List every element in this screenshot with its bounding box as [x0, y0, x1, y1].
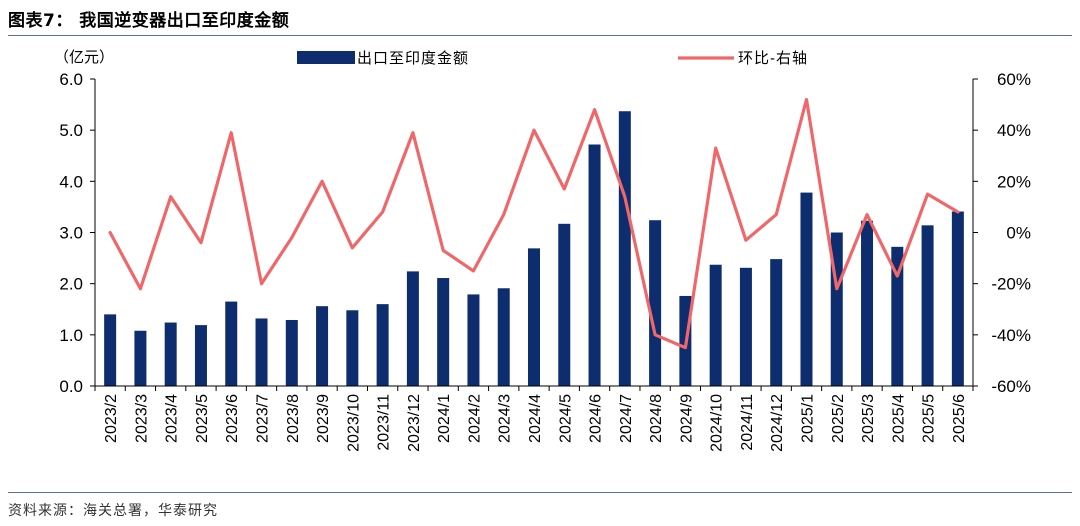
x-tick-label: 2024/11: [739, 394, 756, 451]
x-tick-label: 2023/5: [194, 394, 211, 443]
bar: [346, 310, 358, 386]
bar: [407, 271, 419, 386]
bar: [528, 248, 540, 386]
bar: [649, 220, 661, 386]
legend-label-bar: 出口至印度金额: [357, 50, 469, 67]
x-tick-label: 2025/2: [830, 394, 847, 443]
x-tick-label: 2023/6: [224, 394, 241, 443]
x-tick-label: 2024/3: [497, 394, 514, 443]
bar: [195, 325, 207, 386]
x-tick-label: 2023/3: [133, 394, 150, 443]
x-tick-label: 2023/8: [285, 394, 302, 443]
left-tick-label: 3.0: [59, 224, 83, 243]
bar: [952, 212, 964, 386]
right-tick-label: 20%: [997, 172, 1031, 191]
bar: [377, 304, 389, 386]
x-tick-label: 2024/1: [436, 394, 453, 443]
bar: [558, 224, 570, 386]
x-tick-label: 2025/1: [799, 394, 816, 443]
bar: [619, 111, 631, 386]
x-tick-label: 2024/12: [769, 394, 786, 452]
source-note: 资料来源：海关总署，华泰研究: [8, 500, 218, 520]
x-tick-label: 2024/5: [557, 394, 574, 443]
x-tick-label: 2024/10: [709, 394, 726, 452]
bar: [104, 314, 116, 386]
legend: 出口至印度金额 环比-右轴: [297, 50, 808, 67]
bar: [316, 306, 328, 386]
bar: [165, 323, 177, 386]
x-tick-label: 2024/6: [588, 394, 605, 443]
x-tick-label: 2024/8: [648, 394, 665, 443]
x-axis: 2023/2 2023/3 2023/4 2023/5 2023/6 2023/7 2023…: [95, 386, 973, 452]
left-axis-unit: （亿元）: [54, 49, 114, 66]
source-divider: [8, 492, 1072, 493]
left-tick-label: 5.0: [59, 121, 83, 140]
left-tick-label: 0.0: [59, 377, 83, 396]
bar: [256, 318, 268, 386]
x-tick-label: 2025/6: [951, 394, 968, 443]
right-tick-label: -60%: [991, 377, 1031, 396]
bar: [467, 294, 479, 386]
x-tick-label: 2023/2: [103, 394, 120, 443]
x-tick-label: 2023/4: [164, 394, 181, 443]
bar: [922, 225, 934, 386]
x-tick-label: 2023/7: [255, 394, 272, 443]
left-tick-label: 1.0: [59, 326, 83, 345]
chart-area: 出口至印度金额 环比-右轴 0.0 1.0 2.0 3.0 4.0 5.0 6.0 （亿元） -…: [0, 0, 1080, 526]
bar: [225, 302, 237, 386]
bar: [437, 278, 449, 386]
bar: [589, 144, 601, 386]
x-tick-label: 2023/11: [376, 394, 393, 451]
x-tick-label: 2024/9: [678, 394, 695, 443]
legend-swatch-bar: [297, 51, 355, 64]
x-tick-label: 2023/9: [315, 394, 332, 443]
right-axis: -60% -40% -20% 0% 20% 40% 60%: [973, 70, 1031, 396]
x-tick-label: 2025/3: [860, 394, 877, 443]
bar: [134, 331, 146, 386]
x-tick-label: 2023/10: [345, 394, 362, 452]
x-tick-label: 2024/7: [618, 394, 635, 443]
x-tick-label: 2025/4: [890, 394, 907, 443]
bar: [800, 193, 812, 386]
bar: [498, 288, 510, 386]
bar-series: [104, 111, 964, 386]
left-tick-label: 6.0: [59, 70, 83, 89]
x-tick-label: 2025/5: [921, 394, 938, 443]
right-tick-label: 0%: [1006, 224, 1031, 243]
bar: [710, 265, 722, 386]
right-tick-label: -40%: [991, 326, 1031, 345]
right-tick-label: 40%: [997, 121, 1031, 140]
left-tick-label: 2.0: [59, 275, 83, 294]
bar: [286, 320, 298, 386]
left-tick-label: 4.0: [59, 172, 83, 191]
x-tick-label: 2024/4: [527, 394, 544, 443]
bar: [740, 268, 752, 386]
right-tick-label: 60%: [997, 70, 1031, 89]
bar: [861, 221, 873, 386]
bar: [770, 259, 782, 386]
right-tick-label: -20%: [991, 275, 1031, 294]
legend-label-line: 环比-右轴: [738, 50, 808, 67]
x-tick-label: 2023/12: [406, 394, 423, 452]
x-tick-label: 2024/2: [466, 394, 483, 443]
